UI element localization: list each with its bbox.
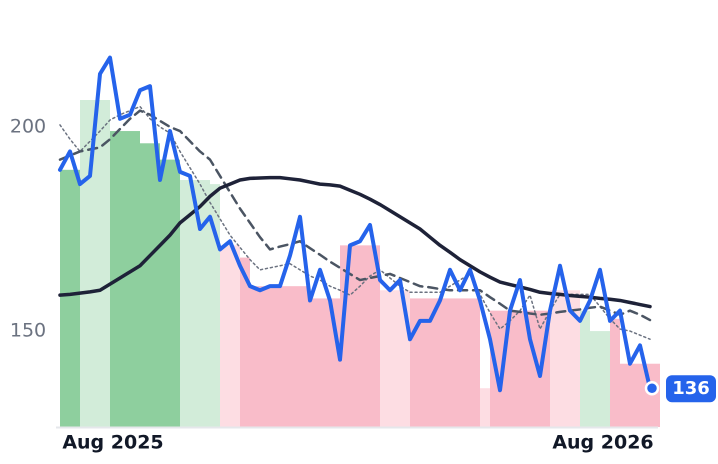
bar xyxy=(220,245,230,427)
bar-layer xyxy=(60,100,660,428)
bar xyxy=(510,310,520,427)
y-tick-label: 150 xyxy=(10,320,46,342)
bar xyxy=(480,388,490,427)
bar xyxy=(580,310,590,427)
bar xyxy=(80,100,90,427)
bar xyxy=(160,159,170,427)
bar xyxy=(270,286,280,427)
bar xyxy=(300,286,310,427)
bar xyxy=(180,180,190,427)
bar xyxy=(390,290,400,427)
bar xyxy=(310,298,320,427)
bar xyxy=(190,180,200,427)
bar xyxy=(90,100,100,427)
bar xyxy=(430,298,440,427)
bar xyxy=(290,286,300,427)
bar xyxy=(410,298,420,427)
bar xyxy=(280,286,290,427)
bar xyxy=(400,290,410,427)
axis-layer: 136 150 200 Aug 2025 Aug 2026 xyxy=(10,115,716,454)
last-value-badge xyxy=(666,375,716,403)
bar xyxy=(370,245,380,427)
bar xyxy=(610,318,620,427)
x-tick-label: Aug 2025 xyxy=(62,432,163,454)
bar xyxy=(570,290,580,427)
x-tick-label: Aug 2026 xyxy=(552,432,653,454)
bar xyxy=(620,363,630,427)
bar xyxy=(100,100,110,427)
series-line xyxy=(58,175,652,309)
series-line xyxy=(58,55,652,393)
bar xyxy=(630,363,640,427)
last-value-label: 136 xyxy=(672,378,710,399)
bar xyxy=(600,331,610,427)
bar xyxy=(140,143,150,427)
bar xyxy=(550,290,560,427)
bar xyxy=(560,290,570,427)
bar xyxy=(420,298,430,427)
bar xyxy=(130,131,140,428)
bar xyxy=(240,257,250,427)
bar xyxy=(540,310,550,427)
bar xyxy=(320,298,330,427)
bar xyxy=(170,159,180,427)
bar xyxy=(200,180,210,427)
bar xyxy=(590,331,600,427)
bar xyxy=(340,245,350,427)
y-tick-label: 200 xyxy=(10,115,46,137)
bar xyxy=(360,245,370,427)
bar xyxy=(460,298,470,427)
bar xyxy=(70,169,80,428)
last-value-dot xyxy=(644,380,660,396)
bar xyxy=(230,245,240,427)
line-layer xyxy=(58,55,660,396)
bar xyxy=(650,363,660,427)
bar xyxy=(210,184,220,427)
bar xyxy=(450,298,460,427)
bar xyxy=(350,245,360,427)
bar xyxy=(330,298,340,427)
bar xyxy=(500,310,510,427)
bar xyxy=(520,310,530,427)
bar xyxy=(380,290,390,427)
bar xyxy=(150,143,160,427)
bar xyxy=(440,298,450,427)
bar xyxy=(250,286,260,427)
bar xyxy=(640,363,650,427)
bar xyxy=(120,131,130,428)
bar xyxy=(470,298,480,427)
bar xyxy=(260,286,270,427)
series-line xyxy=(59,105,651,340)
bar xyxy=(530,310,540,427)
bar xyxy=(60,169,70,428)
